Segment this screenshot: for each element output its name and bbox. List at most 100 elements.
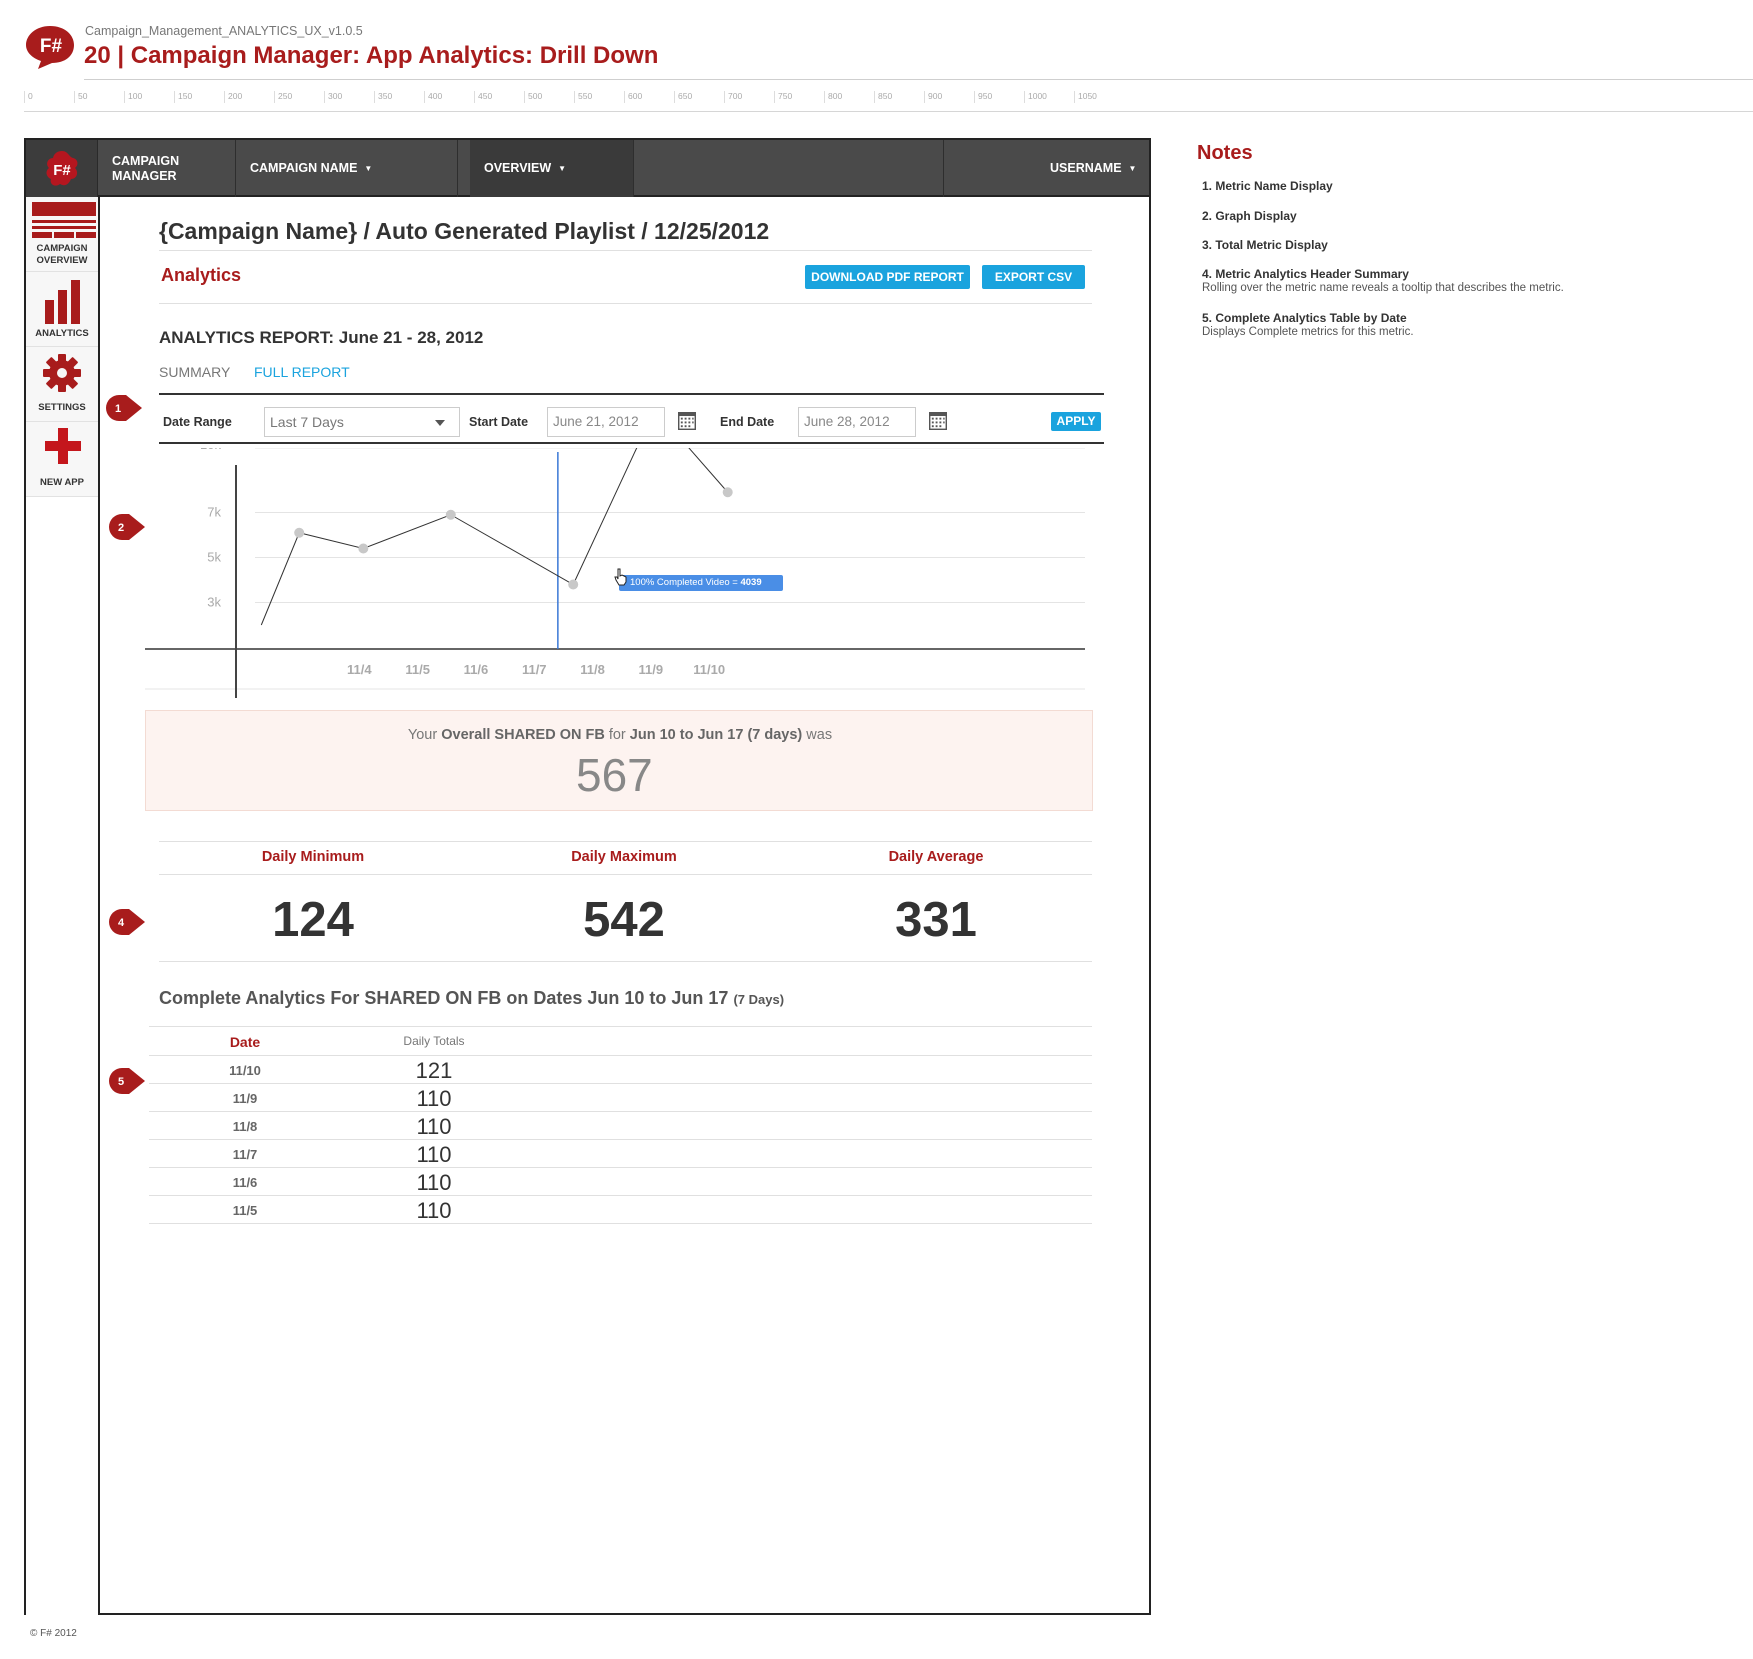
ruler-tick: 650 [674, 91, 692, 103]
divider [159, 961, 1092, 962]
apply-button[interactable]: APPLY [1051, 412, 1101, 431]
ruler-tick: 350 [374, 91, 392, 103]
note-item: 1. Metric Name Display [1202, 179, 1722, 193]
note-item: 2. Graph Display [1202, 209, 1722, 223]
total-sentence: Your Overall SHARED ON FB for Jun 10 to … [146, 727, 1094, 743]
tab-summary[interactable]: SUMMARY [159, 364, 231, 380]
ruler-tick: 1000 [1024, 91, 1047, 103]
fsharp-splat-icon: F# [46, 150, 77, 186]
ruler-tick: 500 [524, 91, 542, 103]
overview-dropdown[interactable]: OVERVIEW ▼ [470, 140, 634, 197]
daily-average-label[interactable]: Daily Average [888, 849, 984, 865]
metric-line-chart[interactable]: 10k 7k 5k 3k 11/4 11/5 11/6 11/7 11/8 11/9 11/10 [145, 448, 1095, 698]
tooltip-label: 100% Completed Video = [630, 577, 741, 588]
copyright: © F# 2012 [30, 1628, 77, 1639]
note-item: 4. Metric Analytics Header Summary Rollin… [1202, 267, 1722, 294]
total-mid: for [604, 727, 630, 743]
note-title: 2. Graph Display [1202, 209, 1297, 223]
campaign-name-dropdown[interactable]: CAMPAIGN NAME ▼ [236, 140, 458, 197]
divider [159, 841, 1092, 842]
table-row: 11/7 110 [149, 1140, 1092, 1168]
sidebar-item-campaign-overview[interactable]: CAMPAIGN OVERVIEW [26, 197, 98, 272]
start-date-label: Start Date [469, 415, 529, 429]
sidebar: CAMPAIGN OVERVIEW ANALYTICS SET [26, 197, 100, 1615]
column-header-date[interactable]: Date [229, 1034, 261, 1050]
ruler-tick: 100 [124, 91, 142, 103]
bar-chart-icon [45, 280, 80, 324]
total-metric-panel: Your Overall SHARED ON FB for Jun 10 to … [145, 710, 1093, 811]
cell-date: 11/6 [232, 1175, 258, 1190]
table-row: 11/6 110 [149, 1168, 1092, 1196]
calendar-icon[interactable] [929, 412, 947, 430]
download-pdf-button[interactable]: DOWNLOAD PDF REPORT [805, 265, 970, 289]
x-tick-label: 11/7 [522, 662, 547, 677]
table-row: 11/10 121 [149, 1056, 1092, 1084]
note-title: 4. Metric Analytics Header Summary [1202, 267, 1409, 281]
data-point [294, 527, 305, 538]
svg-text:F#: F# [53, 162, 71, 179]
cell-date: 11/7 [232, 1147, 258, 1162]
nav-campaign-manager[interactable]: CAMPAIGN MANAGER [98, 140, 236, 197]
sidebar-item-analytics[interactable]: ANALYTICS [26, 272, 98, 347]
plus-icon [45, 428, 81, 464]
breadcrumb: {Campaign Name} / Auto Generated Playlis… [159, 218, 770, 244]
total-period: Jun 10 to Jun 17 (7 days) [629, 727, 803, 743]
table-title-days: (7 Days) [733, 992, 785, 1007]
x-tick-label: 11/6 [464, 662, 489, 677]
overview-label: OVERVIEW [484, 161, 552, 175]
ruler-tick: 1050 [1074, 91, 1097, 103]
cell-daily-total: 110 [416, 1086, 452, 1111]
annotation-marker-5: 5 [109, 1068, 145, 1094]
tab-full-report[interactable]: FULL REPORT [254, 364, 350, 380]
username-dropdown[interactable]: USERNAME ▼ [943, 140, 1149, 197]
ruler-tick: 150 [174, 91, 192, 103]
end-date-input[interactable]: June 28, 2012 [798, 407, 916, 437]
chevron-down-icon [435, 420, 445, 426]
annotation-marker-4: 4 [109, 909, 145, 935]
daily-minimum-value: 124 [272, 893, 354, 947]
cell-daily-total: 121 [415, 1058, 453, 1083]
total-suffix: was [802, 727, 833, 743]
fsharp-logo: F# [26, 26, 74, 69]
ruler-tick: 450 [474, 91, 492, 103]
divider [159, 250, 1092, 251]
tooltip-value: 4039 [740, 577, 762, 588]
gear-icon [43, 354, 81, 392]
export-csv-button[interactable]: EXPORT CSV [982, 265, 1085, 289]
sidebar-item-new-app[interactable]: NEW APP [26, 422, 98, 497]
x-tick-label: 11/8 [580, 662, 605, 677]
divider [159, 874, 1092, 875]
x-tick-label: 11/4 [347, 662, 372, 677]
divider [159, 303, 1092, 304]
date-range-select[interactable]: Last 7 Days [264, 407, 460, 437]
data-point [568, 579, 579, 590]
table-row: 11/9 110 [149, 1084, 1092, 1112]
daily-maximum-label[interactable]: Daily Maximum [571, 849, 677, 865]
hand-cursor-icon [614, 568, 627, 586]
total-prefix: Your [407, 727, 442, 743]
cell-daily-total: 110 [416, 1198, 452, 1223]
total-metric-name[interactable]: Overall SHARED ON FB [441, 727, 605, 743]
daily-average-value: 331 [895, 893, 977, 947]
calendar-icon[interactable] [678, 412, 696, 430]
svg-text:4: 4 [118, 917, 125, 929]
ruler-tick: 750 [774, 91, 792, 103]
ruler-tick: 50 [74, 91, 87, 103]
sidebar-item-settings[interactable]: SETTINGS [26, 347, 98, 422]
app-logo[interactable]: F# [26, 140, 98, 197]
note-title: 1. Metric Name Display [1202, 179, 1333, 193]
svg-text:2: 2 [118, 522, 124, 534]
y-tick-label: 10k [200, 448, 221, 452]
daily-minimum-label[interactable]: Daily Minimum [261, 849, 365, 865]
username-label: USERNAME [1050, 161, 1122, 175]
doc-title: 20 | Campaign Manager: App Analytics: Dr… [84, 42, 659, 69]
annotation-marker-2: 2 [109, 514, 145, 540]
data-point [358, 543, 369, 554]
ruler-tick: 300 [324, 91, 342, 103]
start-date-input[interactable]: June 21, 2012 [547, 407, 665, 437]
daily-maximum-value: 542 [583, 893, 665, 947]
column-header-daily-totals[interactable]: Daily Totals [403, 1034, 465, 1048]
cell-daily-total: 110 [416, 1142, 452, 1167]
cell-daily-total: 110 [416, 1170, 452, 1195]
ruler-line [24, 111, 1753, 112]
